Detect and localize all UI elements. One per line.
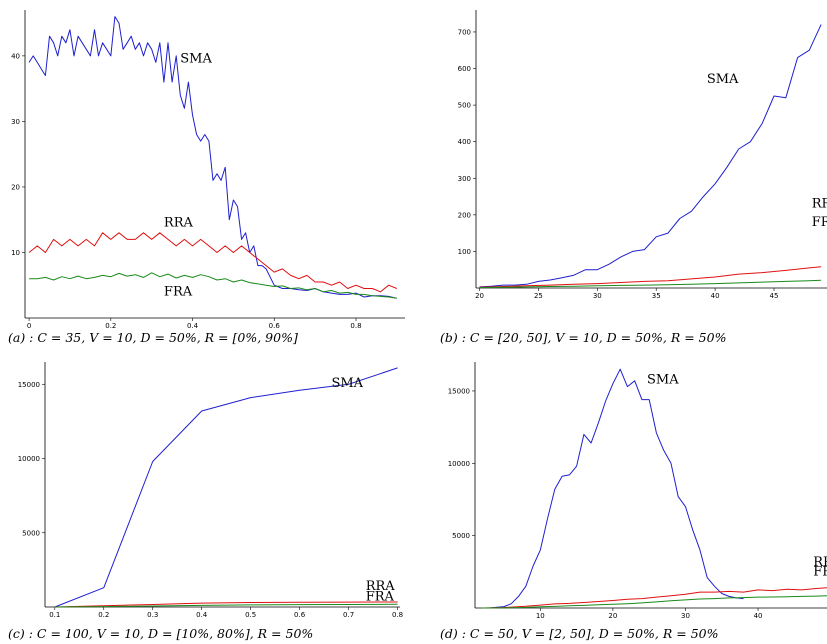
series-line-fra (482, 595, 827, 609)
series-line-sma (28, 16, 397, 299)
x-tick-label: 0.1 (49, 611, 60, 619)
x-tick-label: 20 (475, 292, 484, 300)
series-line-fra (54, 603, 398, 608)
x-tick-label: 10 (536, 612, 545, 620)
x-tick-label: 0.8 (350, 322, 361, 330)
x-tick-label: 0.8 (392, 611, 403, 619)
y-tick-label: 500 (458, 102, 471, 110)
x-tick-label: 0.2 (98, 611, 109, 619)
x-tick-label: 25 (534, 292, 543, 300)
x-tick-label: 0.4 (196, 611, 208, 619)
series-line-rra (54, 601, 398, 608)
series-label-sma: SMA (331, 376, 363, 391)
series-line-rra (482, 587, 827, 609)
x-tick-label: 30 (593, 292, 602, 300)
y-tick-label: 20 (11, 183, 20, 191)
y-tick-label: 30 (11, 118, 20, 126)
x-tick-label: 40 (711, 292, 720, 300)
chart-panel-b: 20 25 30 35 40 45 100 200 300 400 500 600 700 SMA RRA F… (440, 10, 827, 345)
series-label-sma: SMA (647, 373, 679, 388)
x-tick-label: 0.4 (187, 322, 199, 330)
series-line-rra (479, 266, 822, 288)
series-label-fra: FRA (164, 285, 193, 300)
y-tick-label: 100 (458, 248, 471, 256)
series-line-sma (54, 367, 398, 608)
y-tick-label: 200 (458, 211, 471, 219)
series-label-rra: RRA (164, 215, 194, 230)
y-tick-label: 10 (11, 249, 20, 257)
series-label-fra: FRA (812, 215, 827, 230)
series-line-rra (28, 232, 397, 293)
y-tick-label: 600 (458, 65, 471, 73)
series-label-sma: SMA (180, 51, 212, 66)
y-tick-label: 10000 (448, 460, 470, 468)
series-label-rra: RRA (813, 555, 827, 570)
panel-caption: (a) : C = 35, V = 10, D = 50%, R = [0%, … (8, 330, 298, 345)
x-tick-label: 0.7 (343, 611, 354, 619)
x-tick-label: 0.2 (105, 322, 116, 330)
y-tick-label: 700 (458, 28, 471, 36)
panel-caption: (d) : C = 50, V = [2, 50], D = 50%, R = … (440, 626, 719, 641)
y-tick-label: 400 (458, 138, 471, 146)
y-tick-label: 5000 (22, 529, 40, 537)
y-tick-label: 15000 (448, 387, 470, 395)
series-line-fra (479, 279, 822, 289)
x-tick-label: 0.3 (147, 611, 158, 619)
series-label-fra: FRA (366, 589, 395, 604)
series-line-fra (29, 272, 397, 299)
series-label-fra: FRA (813, 564, 827, 579)
x-tick-label: 0 (27, 322, 31, 330)
chart-panel-c: 0.1 0.2 0.3 0.4 0.5 0.6 0.7 0.8 5000 10000 15000 SM… (8, 362, 403, 641)
series-label-rra: RRA (812, 197, 827, 212)
series-label-sma: SMA (707, 72, 739, 87)
panel-caption: (c) : C = 100, V = 10, D = [10%, 80%], R… (8, 626, 313, 641)
chart-panel-a: 0 0.2 0.4 0.6 0.8 10 20 30 40 SMA RRA FRA (a) : C = … (8, 10, 405, 345)
y-tick-label: 40 (11, 52, 20, 60)
x-tick-label: 35 (652, 292, 661, 300)
x-tick-label: 0.6 (269, 322, 281, 330)
x-tick-label: 0.5 (245, 611, 256, 619)
y-tick-label: 5000 (452, 532, 470, 540)
series-line-sma (479, 24, 822, 288)
y-tick-label: 10000 (18, 455, 40, 463)
y-tick-label: 15000 (18, 381, 40, 389)
x-tick-label: 0.6 (294, 611, 306, 619)
panel-caption: (b) : C = [20, 50], V = 10, D = 50%, R =… (440, 330, 726, 345)
series-line-sma (482, 368, 744, 609)
x-tick-label: 20 (608, 612, 617, 620)
x-tick-label: 45 (770, 292, 779, 300)
y-tick-label: 300 (458, 175, 471, 183)
x-tick-label: 30 (681, 612, 690, 620)
x-tick-label: 40 (754, 612, 763, 620)
series-label-rra: RRA (366, 579, 396, 594)
